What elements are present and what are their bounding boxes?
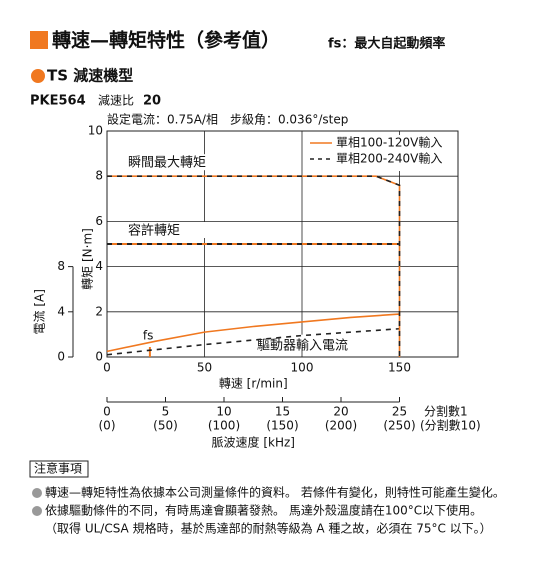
pulse-tick-label-2: (200) [325,419,357,433]
title-note: fs：最大自起動頻率 [328,36,445,52]
x-tick-label: 0 [103,361,111,375]
y-tick-label: 2 [95,304,103,318]
label-bg [124,154,249,171]
pulse-label: 脈波速度 [kHz] [212,435,295,450]
annotation: 容許轉矩 [128,223,180,239]
y2-tick-label: 8 [57,259,65,273]
x-tick-label: 50 [197,361,212,375]
y-tick-label: 6 [95,214,103,228]
y-tick-label: 8 [95,169,103,183]
pulse-tick-label-2: (150) [266,419,298,433]
pulse-tick-label-2: (100) [208,419,240,433]
ratio: 20 [143,94,161,109]
current-line [106,313,400,353]
bullet [32,506,42,516]
legend-label: 單相200-240V輸入 [336,151,442,166]
pulse-row1: 分割數1 [424,404,468,419]
pulse-tick-label-2: (250) [383,419,415,433]
pulse-tick-label-2: (0) [99,419,116,433]
y-axis-label: 轉矩 [N·m] [81,228,95,290]
section: TS 減速機型 [47,67,133,85]
ratio-label: 減速比 [98,93,134,108]
pulse-tick-label: 10 [216,405,231,419]
torque-line [107,175,401,357]
legend-label: 單相100-120V輸入 [336,135,442,150]
note: （取得 UL/CSA 規格時，基於馬達部的耐熱等級為 A 種之故，必須在 75°… [45,521,492,536]
pulse-tick-label: 15 [275,405,290,419]
pulse-row2: (分割數10) [420,418,481,433]
annotation: 驅動器輸入電流 [257,338,348,353]
current-line [106,327,400,356]
fs-label: fs [143,329,153,343]
y-tick-label: 0 [95,350,103,364]
title-icon [30,31,48,49]
title: 轉速—轉矩特性（參考值） [52,29,280,52]
bullet [32,488,42,498]
y-tick-label: 4 [95,259,103,273]
note: 依據驅動條件的不同，有時馬達會顯著發熱。 馬達外殼溫度請在100°C以下使用。 [45,503,482,518]
y2-tick-label: 4 [57,304,65,318]
notes-box [29,460,89,478]
pulse-tick-label: 5 [162,405,170,419]
legend-bg [308,135,454,171]
notes-title: 注意事項 [34,461,82,476]
pulse-tick-label: 25 [392,405,407,419]
pulse-tick-label-2: (50) [153,419,178,433]
annotation: 瞬間最大轉矩 [128,156,206,171]
pulse-tick-label: 20 [333,405,348,419]
x-axis-label: 轉速 [r/min] [219,377,288,391]
x-tick-label: 100 [291,361,314,375]
note: 轉速—轉矩特性為依據本公司測量條件的資料。 若條件有變化，則特性可能產生變化。 [45,485,505,500]
model: PKE564 [30,94,86,109]
section-icon [31,69,45,83]
y-tick-label: 10 [88,124,103,138]
x-tick-label: 150 [388,361,411,375]
pulse-tick-label: 0 [103,405,111,419]
y2-tick-label: 0 [57,350,65,364]
label-bg [124,222,214,238]
y2-axis-label: 電流 [A] [33,289,47,334]
settings: 設定電流：0.75A/相 步級角：0.036°/step [107,112,348,127]
